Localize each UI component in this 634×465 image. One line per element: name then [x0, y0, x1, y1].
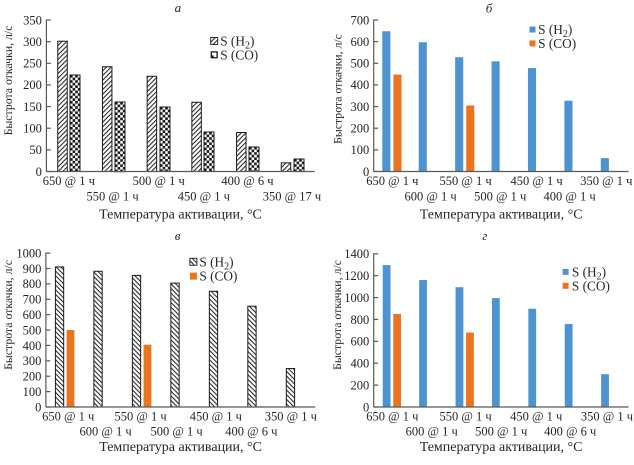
svg-text:550 @ 1 ч: 550 @ 1 ч: [115, 409, 167, 423]
svg-text:Температура активации, °C: Температура активации, °C: [99, 440, 262, 455]
svg-text:350 @ 1 ч: 350 @ 1 ч: [581, 409, 633, 423]
svg-text:400 @ 1 ч: 400 @ 1 ч: [544, 189, 596, 203]
svg-text:100: 100: [23, 385, 42, 399]
svg-text:Быстрота откачки, л/с: Быстрота откачки, л/с: [330, 260, 344, 370]
svg-text:150: 150: [23, 100, 42, 114]
svg-text:г: г: [482, 228, 487, 243]
svg-text:S (CO): S (CO): [572, 278, 610, 293]
svg-text:Температура активации, °C: Температура активации, °C: [420, 440, 583, 455]
svg-text:а: а: [175, 0, 182, 15]
svg-text:400: 400: [350, 357, 369, 371]
svg-text:700: 700: [23, 293, 42, 307]
svg-text:б: б: [486, 1, 493, 16]
svg-text:100: 100: [23, 122, 42, 136]
svg-text:50: 50: [29, 143, 42, 157]
svg-text:600 @ 1 ч: 600 @ 1 ч: [80, 424, 132, 438]
svg-text:400: 400: [23, 339, 42, 353]
svg-text:0: 0: [363, 165, 369, 179]
svg-text:550 @ 1 ч: 550 @ 1 ч: [440, 409, 492, 423]
svg-text:1000: 1000: [344, 291, 369, 305]
svg-text:700: 700: [350, 13, 369, 27]
svg-text:650 @ 1 ч: 650 @ 1 ч: [42, 409, 94, 423]
svg-text:650 @ 1 ч: 650 @ 1 ч: [366, 174, 418, 188]
svg-text:500: 500: [350, 57, 369, 71]
svg-text:200: 200: [23, 370, 42, 384]
svg-text:0: 0: [363, 400, 369, 414]
svg-text:450 @ 1 ч: 450 @ 1 ч: [190, 409, 242, 423]
svg-text:600: 600: [350, 35, 369, 49]
svg-text:1400: 1400: [344, 247, 369, 261]
svg-text:300: 300: [23, 354, 42, 368]
svg-text:Быстрота откачки, л/с: Быстрота откачки, л/с: [1, 260, 15, 370]
svg-text:450 @ 1 ч: 450 @ 1 ч: [511, 174, 563, 188]
svg-text:600 @ 1 ч: 600 @ 1 ч: [406, 424, 458, 438]
svg-text:200: 200: [350, 378, 369, 392]
svg-text:600 @ 1 ч: 600 @ 1 ч: [405, 189, 457, 203]
svg-text:300: 300: [23, 35, 42, 49]
svg-text:450 @ 1 ч: 450 @ 1 ч: [178, 189, 230, 203]
svg-text:450 @ 1 ч: 450 @ 1 ч: [510, 409, 562, 423]
svg-text:500: 500: [23, 323, 42, 337]
svg-text:800: 800: [23, 277, 42, 291]
svg-text:Температура активации, °C: Температура активации, °C: [99, 207, 262, 222]
svg-text:400: 400: [350, 78, 369, 92]
svg-text:600: 600: [23, 308, 42, 322]
svg-text:350 @ 17 ч: 350 @ 17 ч: [263, 189, 321, 203]
svg-text:в: в: [175, 228, 181, 243]
svg-text:Быстрота откачки, л/с: Быстрота откачки, л/с: [1, 26, 15, 136]
svg-text:S (CO): S (CO): [538, 36, 576, 51]
svg-text:550 @ 1 ч: 550 @ 1 ч: [87, 189, 139, 203]
svg-text:650 @ 1 ч: 650 @ 1 ч: [43, 174, 95, 188]
svg-text:400 @ 6 ч: 400 @ 6 ч: [221, 174, 273, 188]
svg-text:500 @ 1 ч: 500 @ 1 ч: [475, 424, 527, 438]
svg-text:Температура активации, °C: Температура активации, °C: [420, 207, 583, 222]
svg-text:350 @ 1 ч: 350 @ 1 ч: [580, 174, 632, 188]
svg-text:600: 600: [350, 335, 369, 349]
svg-text:550 @ 1 ч: 550 @ 1 ч: [440, 174, 492, 188]
svg-text:100: 100: [350, 143, 369, 157]
svg-text:350 @ 1 ч: 350 @ 1 ч: [265, 409, 317, 423]
svg-text:200: 200: [23, 78, 42, 92]
svg-text:650 @ 1 ч: 650 @ 1 ч: [366, 409, 418, 423]
svg-text:500 @ 1 ч: 500 @ 1 ч: [151, 424, 203, 438]
svg-text:500 @ 1 ч: 500 @ 1 ч: [474, 189, 526, 203]
svg-text:500 @ 1 ч: 500 @ 1 ч: [133, 174, 185, 188]
svg-text:400 @ 6 ч: 400 @ 6 ч: [544, 424, 596, 438]
svg-text:900: 900: [23, 262, 42, 276]
svg-text:400 @ 6 ч: 400 @ 6 ч: [225, 424, 277, 438]
svg-text:0: 0: [35, 400, 41, 414]
svg-text:250: 250: [23, 57, 42, 71]
svg-text:1200: 1200: [344, 269, 369, 283]
svg-text:800: 800: [350, 313, 369, 327]
svg-text:S (CO): S (CO): [199, 269, 237, 284]
svg-text:Быстрота откачки, л/с: Быстрота откачки, л/с: [330, 34, 344, 144]
svg-text:350: 350: [23, 13, 42, 27]
svg-text:1000: 1000: [16, 246, 41, 260]
svg-text:S (CO): S (CO): [220, 47, 258, 62]
svg-text:200: 200: [350, 122, 369, 136]
svg-text:0: 0: [36, 165, 42, 179]
svg-text:300: 300: [350, 100, 369, 114]
